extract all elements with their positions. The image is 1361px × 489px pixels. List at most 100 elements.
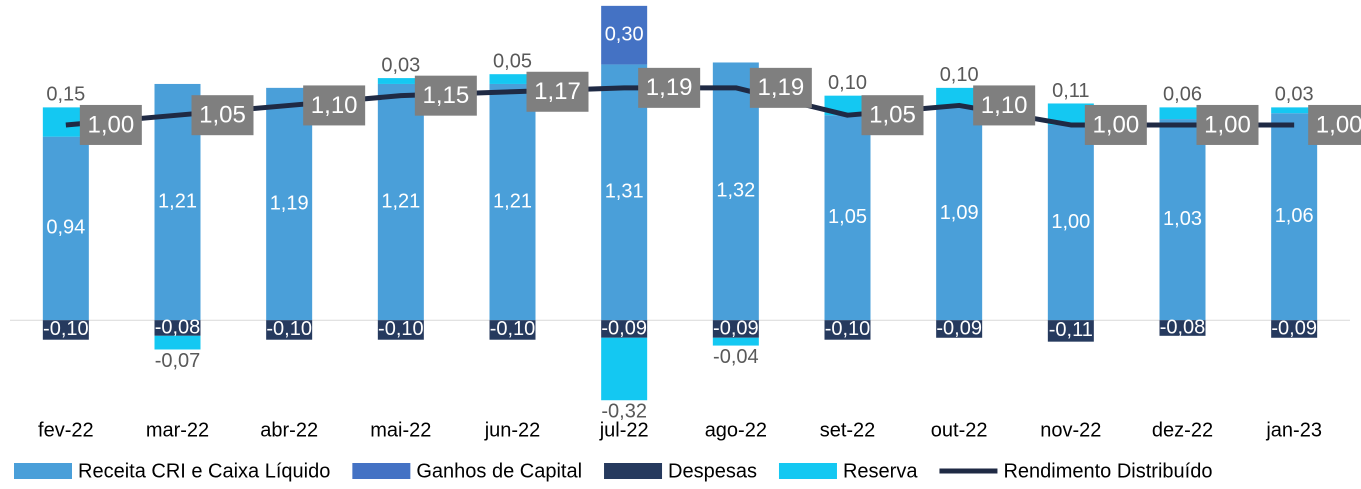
data-label: 1,05 <box>869 102 916 129</box>
data-label: 1,06 <box>1275 205 1314 227</box>
bar-segment <box>1159 107 1206 120</box>
data-label: -0,09 <box>601 317 647 339</box>
data-label: 1,05 <box>199 102 246 129</box>
x-tick-label: ago-22 <box>705 419 767 441</box>
data-label: 0,03 <box>381 54 420 76</box>
x-tick-label: out-22 <box>931 419 988 441</box>
data-label: 1,15 <box>422 82 469 109</box>
label-box <box>1308 104 1361 145</box>
bar-segment <box>377 83 424 321</box>
x-tick-label: set-22 <box>820 419 876 441</box>
data-label: -0,10 <box>266 318 312 340</box>
data-label: -0,10 <box>490 318 536 340</box>
data-label: 1,00 <box>1204 111 1251 138</box>
legend-swatch <box>778 463 837 479</box>
data-label: 1,21 <box>381 190 420 212</box>
bar-segment <box>1047 320 1094 342</box>
bar-segment <box>824 115 871 321</box>
x-tick-label: jun-22 <box>484 419 541 441</box>
bar-segment <box>1159 320 1206 336</box>
data-label: -0,04 <box>713 346 759 368</box>
data-label: 1,00 <box>1092 111 1139 138</box>
x-tick-label: jul-22 <box>599 419 649 441</box>
bar-segment <box>489 83 536 321</box>
data-label: -0,09 <box>1271 317 1317 339</box>
data-label: 1,31 <box>605 181 644 203</box>
bar-segment <box>601 5 648 65</box>
label-box <box>638 67 701 108</box>
data-label: 1,00 <box>1051 211 1090 233</box>
label-box <box>973 85 1036 126</box>
data-label: 0,94 <box>46 217 85 239</box>
data-label: 1,03 <box>1163 208 1202 230</box>
bar-segment <box>1271 320 1318 338</box>
x-tick-label: fev-22 <box>38 419 94 441</box>
label-box <box>1196 104 1259 145</box>
data-label: -0,32 <box>601 401 647 423</box>
bar-segment <box>377 320 424 340</box>
legend-swatch <box>604 463 663 479</box>
label-box <box>191 95 254 136</box>
data-label: 1,00 <box>87 111 134 138</box>
data-label: 1,21 <box>493 190 532 212</box>
bar-segment <box>266 87 313 321</box>
data-label: 0,11 <box>1052 80 1089 102</box>
x-tick-label: jan-23 <box>1265 419 1322 441</box>
label-box <box>526 71 589 112</box>
legend-label: Despesas <box>668 460 757 482</box>
data-label: 0,10 <box>940 64 979 86</box>
data-label: 1,10 <box>311 92 358 119</box>
data-label: 1,19 <box>757 74 804 101</box>
label-box <box>79 104 142 145</box>
bar-segment <box>489 320 536 340</box>
x-tick-label: mai-22 <box>370 419 431 441</box>
data-label: -0,08 <box>155 316 201 338</box>
x-tick-label: dez-22 <box>1152 419 1213 441</box>
data-label: -0,09 <box>713 317 759 339</box>
bar-segment <box>377 78 424 84</box>
legend-swatch <box>352 463 411 479</box>
bar-segment <box>936 320 983 338</box>
bar-segment <box>1159 119 1206 321</box>
bar-segment <box>824 320 871 340</box>
data-label: -0,10 <box>43 318 89 340</box>
data-label: 0,05 <box>493 50 532 72</box>
bar-segment <box>154 335 201 350</box>
bar-segment <box>42 320 89 340</box>
data-label: -0,08 <box>1160 316 1206 338</box>
bar-segment <box>712 320 759 338</box>
bar-segment <box>42 136 89 321</box>
legend-swatch <box>14 463 72 479</box>
label-box <box>1084 104 1147 145</box>
legend-label: Ganhos de Capital <box>416 460 582 482</box>
data-label: 1,21 <box>158 190 197 212</box>
label-box <box>861 95 924 136</box>
label-box <box>414 75 477 116</box>
data-label: 0,03 <box>1275 84 1314 106</box>
data-label: 0,10 <box>828 72 867 94</box>
bar-segment <box>936 107 983 321</box>
data-label: -0,10 <box>378 318 424 340</box>
data-label: 1,05 <box>828 206 867 228</box>
data-label: -0,09 <box>936 317 982 339</box>
bar-segment <box>601 337 648 401</box>
data-label: 0,30 <box>605 23 644 45</box>
bar-segment <box>266 320 313 340</box>
bar-segment <box>601 320 648 338</box>
bar-segment <box>1271 107 1318 114</box>
data-label: 1,00 <box>1316 111 1361 138</box>
label-box <box>749 67 812 108</box>
x-tick-label: nov-22 <box>1040 419 1101 441</box>
data-label: 1,09 <box>940 202 979 224</box>
data-label: 1,10 <box>981 92 1028 119</box>
data-label: -0,07 <box>155 350 201 372</box>
legend-label: Rendimento Distribuído <box>1003 460 1212 482</box>
x-tick-label: abr-22 <box>260 419 318 441</box>
data-label: 1,32 <box>716 180 755 202</box>
data-label: 1,17 <box>534 78 581 105</box>
bar-segment <box>1047 103 1094 125</box>
data-label: -0,11 <box>1049 319 1093 341</box>
legend-label: Receita CRI e Caixa Líquido <box>78 460 330 482</box>
data-label: 0,15 <box>46 84 85 106</box>
